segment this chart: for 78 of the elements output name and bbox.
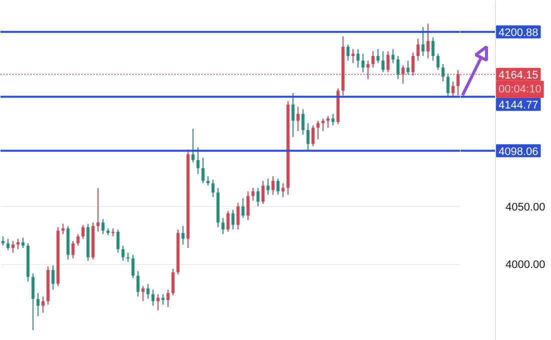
candlestick: [396, 56, 400, 80]
candlestick: [346, 44, 350, 62]
candlestick: [296, 106, 300, 132]
candlestick: [192, 128, 194, 163]
candlestick: [266, 178, 270, 196]
candlestick: [306, 122, 310, 152]
candlestick: [52, 264, 54, 290]
candlestick: [316, 120, 320, 140]
candlestick: [42, 296, 44, 314]
candlestick: [376, 48, 380, 64]
candlestick: [122, 245, 124, 262]
candlestick: [232, 209, 234, 230]
candlestick: [132, 254, 134, 279]
candlestick: [416, 38, 420, 62]
candlestick: [96, 187, 100, 232]
candlestick: [422, 26, 424, 57]
ref-line-label: 4164.15: [498, 69, 538, 82]
candlestick: [226, 210, 230, 232]
candlestick: [292, 92, 294, 138]
candlestick: [442, 64, 444, 82]
candlestick: [382, 50, 384, 73]
candlestick: [2, 236, 4, 246]
candlestick: [262, 180, 264, 205]
candlestick: [272, 176, 274, 196]
candlestick: [116, 228, 120, 254]
candlestick: [426, 23, 430, 59]
candlestick: [36, 292, 40, 317]
candlestick: [166, 289, 170, 308]
candlestick: [152, 289, 154, 306]
candlestick: [162, 294, 164, 306]
candlestick: [142, 286, 144, 302]
candlestick: [436, 53, 440, 70]
y-tick-label: 4050.00: [506, 201, 546, 214]
candlestick: [12, 240, 14, 254]
text: 00:04:10: [498, 83, 542, 96]
candlestick: [16, 238, 20, 250]
candlestick: [246, 190, 250, 221]
candlestick: [156, 294, 160, 311]
candlestick: [452, 80, 454, 97]
candlestick: [362, 53, 364, 73]
candlestick: [406, 60, 410, 76]
candlestick: [352, 48, 354, 64]
candlestick: [32, 272, 34, 331]
candlestick: [222, 217, 224, 235]
candlestick: [22, 237, 24, 248]
candlestick: [276, 178, 280, 196]
ref-line-label: 4098.06: [498, 146, 538, 158]
candlestick: [372, 50, 374, 68]
candlestick: [432, 37, 434, 62]
candlestick: [252, 187, 254, 202]
candlestick: [202, 157, 204, 184]
candlestick: [196, 146, 200, 174]
candlestick: [356, 48, 360, 68]
candlestick: [212, 179, 214, 198]
candlestick: [6, 238, 10, 251]
candlestick: [236, 202, 240, 230]
candlestick: [82, 224, 84, 240]
candlestick: [256, 187, 260, 207]
candlestick: [326, 116, 330, 128]
candlestick: [312, 124, 314, 147]
candlestick: [182, 226, 184, 246]
candlestick: [102, 218, 104, 235]
candlestick: [302, 108, 304, 136]
candlestick: [76, 234, 80, 246]
candlestick: [72, 240, 74, 259]
candlestick: [136, 270, 140, 298]
candlestick: [386, 50, 390, 73]
ref-line-label: 4200.88: [498, 26, 538, 39]
candlestick: [126, 252, 130, 262]
candlestick: [282, 182, 284, 198]
candlestick: [392, 48, 394, 64]
candlestick: [446, 72, 450, 97]
y-tick-label: 4000.00: [506, 259, 546, 272]
candlestick: [172, 268, 174, 296]
candlestick: [242, 198, 244, 218]
candlestick: [146, 283, 150, 300]
ref-line-label: 4144.77: [498, 99, 538, 112]
candlestick: [332, 113, 334, 126]
